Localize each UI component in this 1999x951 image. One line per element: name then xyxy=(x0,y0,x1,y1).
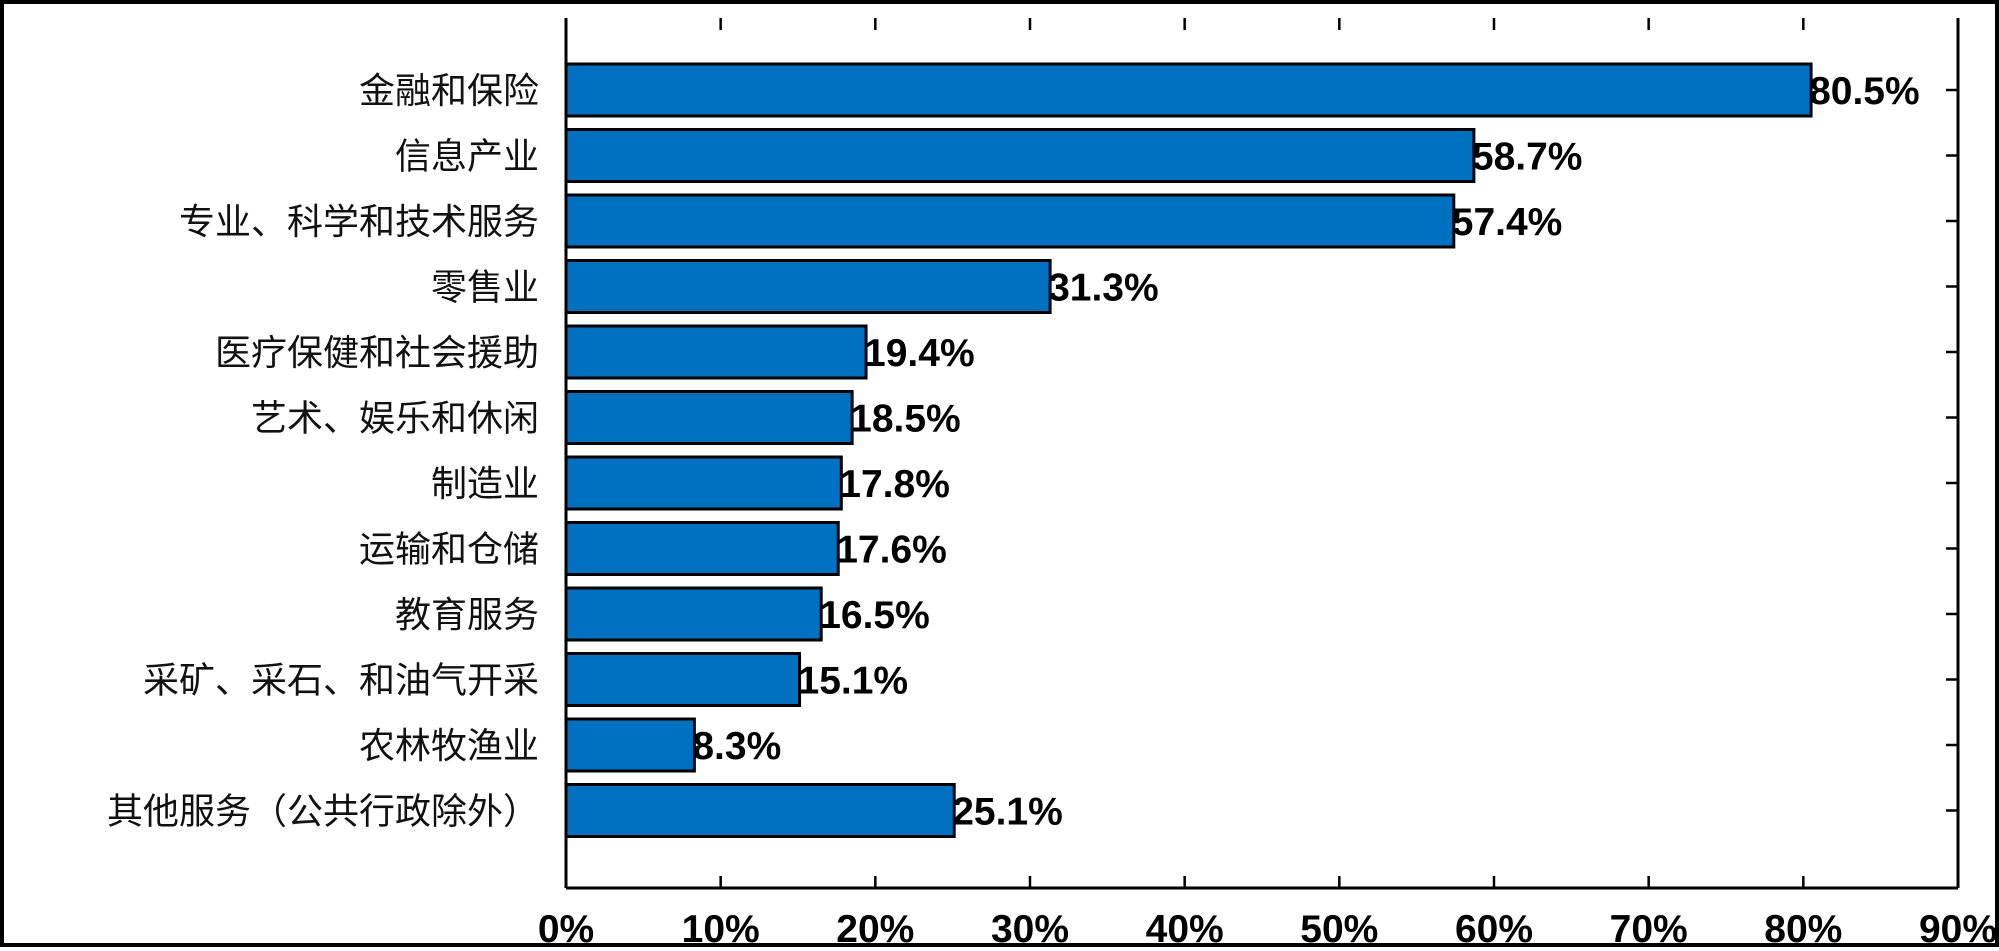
bar-value-label: 16.5% xyxy=(819,594,930,637)
x-tick-label: 20% xyxy=(836,908,914,951)
category-label: 采矿、采石、和油气开采 xyxy=(143,661,539,702)
x-tick-label: 90% xyxy=(1919,908,1997,951)
bar-value-label: 19.4% xyxy=(864,332,975,375)
category-label: 医疗保健和社会援助 xyxy=(215,333,539,374)
bar-value-label: 8.3% xyxy=(692,725,781,768)
category-label: 信息产业 xyxy=(395,137,539,178)
bar-value-label: 25.1% xyxy=(952,791,1063,834)
x-tick-label: 40% xyxy=(1146,908,1224,951)
bar-value-label: 58.7% xyxy=(1472,136,1583,179)
category-label: 其他服务（公共行政除外） xyxy=(107,792,539,833)
bar xyxy=(564,521,840,576)
bars xyxy=(564,62,1813,838)
category-label: 金融和保险 xyxy=(359,71,539,112)
category-label: 艺术、娱乐和休闲 xyxy=(251,399,539,440)
bar xyxy=(564,783,956,838)
bar xyxy=(564,717,696,773)
x-tick-label: 0% xyxy=(538,908,594,951)
bar xyxy=(564,62,1813,118)
x-tick-label: 80% xyxy=(1764,908,1842,951)
bar-value-label: 57.4% xyxy=(1452,201,1563,244)
category-label: 制造业 xyxy=(431,464,539,505)
bar xyxy=(564,652,802,707)
bar xyxy=(564,193,1456,249)
x-tick-label: 60% xyxy=(1455,908,1533,951)
bar-value-label: 15.1% xyxy=(798,660,909,703)
bar-chart: 0% 10% 20% 30% 40% 50% 60% 70% 80% 90% 金融和保险 80.5% 信… xyxy=(107,18,1997,951)
bar-value-label: 18.5% xyxy=(850,398,961,441)
x-tick-label: 30% xyxy=(991,908,1069,951)
bar xyxy=(564,128,1476,183)
bar xyxy=(564,390,854,445)
category-label: 教育服务 xyxy=(395,595,539,636)
bar xyxy=(564,455,843,511)
labels: 0% 10% 20% 30% 40% 50% 60% 70% 80% 90% 金融和保险 80.5% 信… xyxy=(107,70,1997,951)
bar-value-label: 17.6% xyxy=(836,529,947,572)
bar-value-label: 17.8% xyxy=(839,463,950,506)
x-tick-label: 50% xyxy=(1300,908,1378,951)
category-label: 运输和仓储 xyxy=(359,530,539,571)
bar xyxy=(564,586,823,642)
category-label: 零售业 xyxy=(431,268,539,309)
bar xyxy=(564,259,1052,314)
bar xyxy=(564,324,868,380)
category-label: 专业、科学和技术服务 xyxy=(179,202,539,243)
x-tick-label: 70% xyxy=(1610,908,1688,951)
x-tick-label: 10% xyxy=(682,908,760,951)
bar-value-label: 80.5% xyxy=(1809,70,1920,113)
bar-value-label: 31.3% xyxy=(1048,267,1159,310)
category-label: 农林牧渔业 xyxy=(359,726,539,767)
